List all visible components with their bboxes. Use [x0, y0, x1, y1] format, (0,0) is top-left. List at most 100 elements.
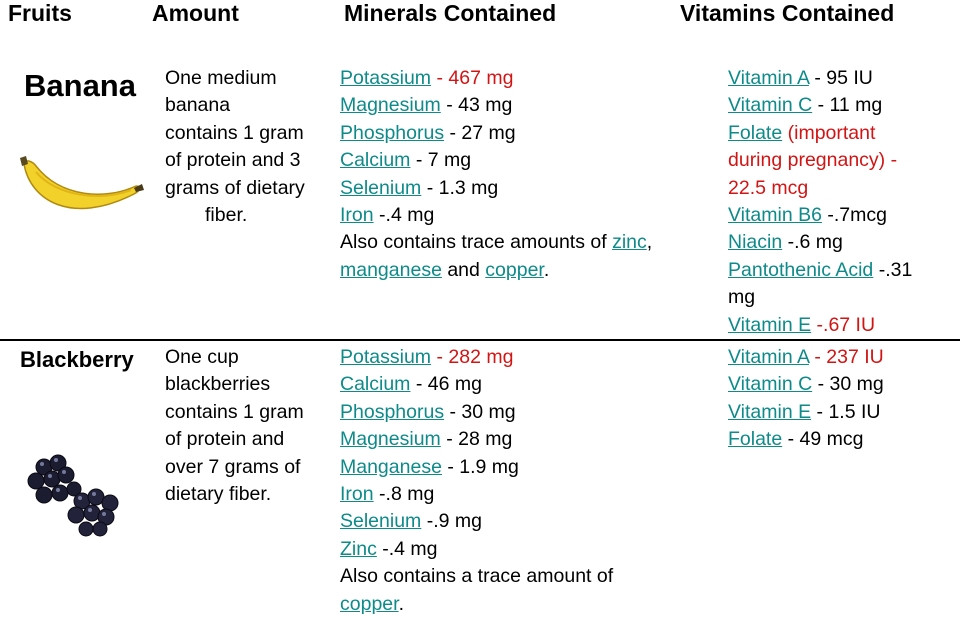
- mineral-link[interactable]: Calcium: [340, 149, 411, 172]
- vitamin-link[interactable]: Vitamin B6: [728, 203, 822, 226]
- vitamin-link[interactable]: Folate: [728, 428, 783, 451]
- row-divider: [0, 339, 960, 341]
- zinc-link[interactable]: zinc: [612, 231, 647, 254]
- manganese-link[interactable]: manganese: [340, 258, 442, 281]
- vitamin-link[interactable]: Vitamin C: [728, 373, 813, 396]
- vitamin-value: mg: [728, 286, 756, 309]
- amount-line: grams of dietary: [165, 176, 305, 199]
- amount-line: contains 1 gram: [165, 121, 304, 144]
- amount-line: over 7 grams of: [165, 455, 301, 478]
- header-amount: Amount: [152, 0, 239, 26]
- vitamin-value: -.31: [873, 258, 913, 281]
- mineral-value: -.4 mg: [373, 203, 435, 226]
- blackberry-image: [27, 454, 119, 537]
- mineral-item: Manganese - 1.9 mg: [340, 454, 613, 481]
- vitamin-item: Vitamin A - 237 IU: [728, 344, 884, 371]
- amount-banana: One medium banana contains 1 gram of pro…: [165, 65, 305, 229]
- vitamin-item: Niacin -.6 mg: [728, 229, 912, 256]
- vitamin-value: -.67 IU: [811, 313, 876, 336]
- amount-line: banana: [165, 94, 231, 117]
- vitamin-link[interactable]: Niacin: [728, 231, 783, 254]
- amount-line: dietary fiber.: [165, 482, 272, 505]
- amount-line: of protein and 3: [165, 149, 301, 172]
- banana-image: [20, 156, 144, 210]
- mineral-link[interactable]: Magnesium: [340, 428, 441, 451]
- mineral-item: Selenium - 1.3 mg: [340, 175, 652, 202]
- amount-line: One cup: [165, 346, 239, 368]
- vitamin-item: Vitamin B6 -.7mcg: [728, 202, 912, 229]
- mineral-link[interactable]: Manganese: [340, 455, 442, 478]
- vitamin-item: Vitamin E -.67 IU: [728, 312, 912, 339]
- vitamin-item: Pantothenic Acid -.31: [728, 257, 912, 284]
- mineral-value: - 467 mg: [431, 67, 514, 89]
- mineral-value: - 282 mg: [431, 346, 514, 368]
- mineral-link[interactable]: Potassium: [340, 67, 432, 89]
- mineral-item: Calcium - 46 mg: [340, 371, 613, 398]
- copper-link[interactable]: copper: [485, 258, 544, 281]
- amount-line: blackberries: [165, 373, 271, 396]
- note-text: and: [441, 258, 486, 281]
- mineral-link[interactable]: Zinc: [340, 537, 377, 560]
- amount-line: contains 1 gram: [165, 400, 304, 423]
- mineral-item: Phosphorus - 30 mg: [340, 399, 613, 426]
- vitamins-banana: Vitamin A - 95 IU Vitamin C - 11 mg Fola…: [728, 65, 912, 339]
- vitamin-link[interactable]: Vitamin E: [728, 313, 812, 336]
- vitamin-item: Folate (important: [728, 120, 912, 147]
- mineral-link[interactable]: Potassium: [340, 346, 432, 368]
- mineral-item: Potassium - 467 mg: [340, 65, 652, 92]
- vitamin-link[interactable]: Vitamin A: [728, 346, 809, 368]
- mineral-value: -.9 mg: [421, 510, 482, 533]
- vitamin-value: -.7mcg: [821, 203, 887, 226]
- mineral-link[interactable]: Selenium: [340, 510, 422, 533]
- minerals-note: manganese and copper.: [340, 257, 652, 284]
- mineral-link[interactable]: Phosphorus: [340, 121, 445, 144]
- vitamin-item: Folate - 49 mcg: [728, 426, 884, 453]
- amount-line: of protein and: [165, 428, 285, 451]
- vitamin-value: -.6 mg: [782, 231, 843, 254]
- mineral-link[interactable]: Phosphorus: [340, 400, 445, 423]
- vitamin-value: - 49 mcg: [782, 428, 864, 451]
- mineral-link[interactable]: Magnesium: [340, 94, 441, 117]
- mineral-item: Selenium -.9 mg: [340, 508, 613, 535]
- mineral-item: Potassium - 282 mg: [340, 344, 613, 371]
- note-text: .: [543, 258, 550, 281]
- vitamin-value: - 1.5 IU: [811, 400, 881, 423]
- vitamin-link[interactable]: Vitamin A: [728, 67, 809, 89]
- vitamin-link[interactable]: Pantothenic Acid: [728, 258, 874, 281]
- mineral-link[interactable]: Selenium: [340, 176, 422, 199]
- vitamin-item: Vitamin A - 95 IU: [728, 65, 912, 92]
- mineral-value: - 27 mg: [444, 121, 516, 144]
- vitamin-link[interactable]: Vitamin E: [728, 400, 812, 423]
- note-text: .: [398, 592, 404, 615]
- amount-line: fiber.: [205, 203, 248, 226]
- mineral-value: - 1.9 mg: [441, 455, 519, 478]
- minerals-note: Also contains trace amounts of zinc,: [340, 229, 652, 256]
- mineral-item: Magnesium - 28 mg: [340, 426, 613, 453]
- note-text: Also contains trace amounts of: [340, 231, 613, 254]
- vitamin-link[interactable]: Folate: [728, 121, 783, 144]
- note-text: Also contains a trace amount of: [340, 565, 614, 588]
- vitamin-value: 22.5 mcg: [728, 176, 809, 199]
- copper-link[interactable]: copper: [340, 592, 399, 615]
- note-text: ,: [646, 231, 653, 254]
- mineral-item: Iron -.4 mg: [340, 202, 652, 229]
- mineral-link[interactable]: Calcium: [340, 373, 411, 396]
- header-minerals: Minerals Contained: [344, 0, 557, 26]
- header-vitamins: Vitamins Contained: [680, 0, 895, 26]
- vitamins-blackberry: Vitamin A - 237 IU Vitamin C - 30 mg Vit…: [728, 344, 884, 454]
- vitamin-value: - 30 mg: [812, 373, 884, 396]
- vitamin-value: during pregnancy) -: [728, 149, 898, 172]
- mineral-item: Magnesium - 43 mg: [340, 92, 652, 119]
- header-fruits: Fruits: [8, 0, 72, 26]
- vitamin-value: - 237 IU: [808, 346, 884, 368]
- mineral-link[interactable]: Iron: [340, 203, 374, 226]
- mineral-link[interactable]: Iron: [340, 482, 374, 505]
- mineral-value: -.4 mg: [376, 537, 438, 560]
- vitamin-value: (important: [782, 121, 876, 144]
- vitamin-value: - 11 mg: [812, 94, 883, 117]
- minerals-blackberry: Potassium - 282 mg Calcium - 46 mg Phosp…: [340, 344, 613, 618]
- mineral-value: - 28 mg: [440, 428, 513, 451]
- vitamin-link[interactable]: Vitamin C: [728, 94, 813, 117]
- mineral-value: - 1.3 mg: [421, 176, 499, 199]
- fruit-name-banana: Banana: [24, 68, 136, 103]
